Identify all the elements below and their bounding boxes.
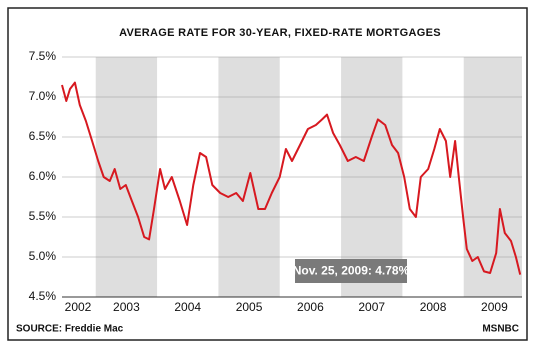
annotation-box	[295, 259, 407, 283]
annotation: Nov. 25, 2009: 4.78%	[293, 264, 410, 278]
credit: MSNBC	[482, 324, 519, 335]
y-tick-label: 7.0%	[29, 89, 57, 103]
x-tick-label: 2006	[297, 300, 324, 314]
y-tick-label: 6.0%	[29, 169, 57, 183]
y-tick-label: 7.5%	[29, 49, 57, 63]
x-tick-label: 2002	[65, 300, 92, 314]
rate-line	[61, 81, 522, 275]
source: SOURCE: Freddie Mac	[16, 324, 124, 335]
x-tick-label: 2004	[174, 300, 201, 314]
chart-title: AVERAGE RATE FOR 30-YEAR, FIXED-RATE MOR…	[119, 27, 441, 39]
x-tick-label: 2003	[113, 300, 140, 314]
y-tick-label: 6.5%	[29, 129, 57, 143]
x-tick-label: 2009	[481, 300, 508, 314]
x-tick-label: 2005	[236, 300, 263, 314]
x-tick-label: 2007	[358, 300, 385, 314]
y-tick-label: 5.0%	[29, 249, 57, 263]
y-tick-label: 4.5%	[29, 289, 57, 303]
y-tick-label: 5.5%	[29, 209, 57, 223]
x-tick-label: 2008	[420, 300, 447, 314]
